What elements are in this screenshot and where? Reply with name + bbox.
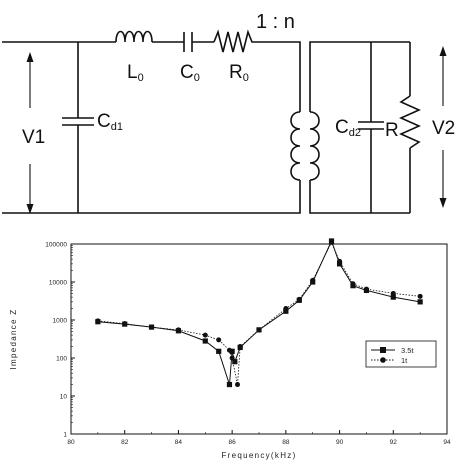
- data-point: [337, 258, 343, 264]
- wire-r0-right: [254, 41, 301, 112]
- x-tick-label: 90: [336, 439, 344, 446]
- y-tick-label: 1000: [53, 317, 68, 324]
- impedance-chart: 1 10 100 1000 10000 100000 80 82 84 86 88 90 92 94 I…: [9, 238, 451, 460]
- data-point: [95, 318, 101, 324]
- x-tick-label: 92: [390, 439, 398, 446]
- data-point: [417, 299, 423, 305]
- data-point: [363, 286, 369, 292]
- legend-label-3-5t: 3.5t: [401, 346, 414, 355]
- v1-label: V1: [22, 127, 45, 148]
- right-bottom-wire: [309, 180, 410, 214]
- v1-arrow-head-up: [26, 52, 34, 62]
- data-point: [216, 337, 222, 343]
- c0-label: C0: [180, 62, 200, 84]
- right-top-wire: [309, 41, 410, 112]
- r0-label: R0: [229, 62, 249, 84]
- r-resistor: [399, 95, 421, 149]
- legend-marker-3-5t: [380, 347, 386, 353]
- data-point: [283, 306, 289, 312]
- v2-arrow-head-up: [439, 46, 447, 56]
- cd2-label: Cd2: [335, 117, 361, 139]
- y-tick-label: 100: [56, 355, 67, 362]
- data-point: [229, 355, 235, 361]
- data-point: [296, 296, 302, 302]
- v1-arrow-head-down: [26, 204, 34, 214]
- bottom-left-wire: [2, 180, 301, 214]
- c0-capacitor: [183, 32, 193, 52]
- transformer-ratio-label: 1 : n: [256, 11, 295, 33]
- data-point: [336, 261, 343, 267]
- x-tick-label: 94: [443, 439, 451, 446]
- legend-box: [365, 340, 437, 368]
- l0-label: L0: [127, 62, 144, 84]
- cd1-label: Cd1: [97, 111, 123, 133]
- data-point: [202, 338, 208, 344]
- data-point: [216, 348, 222, 354]
- data-point: [237, 344, 243, 350]
- data-point: [122, 321, 128, 327]
- data-point: [235, 382, 241, 388]
- data-point: [390, 294, 396, 300]
- x-axis: 80 82 84 86 88 90 92 94: [67, 430, 451, 446]
- cd2-capacitor: [358, 121, 384, 130]
- l0-inductor: [115, 30, 153, 43]
- data-point: [329, 239, 335, 245]
- x-tick-label: 80: [67, 439, 75, 446]
- data-point: [226, 347, 232, 353]
- data-point: [232, 359, 238, 365]
- v2-arrow-head-down: [439, 198, 447, 208]
- y-tick-label: 100000: [45, 241, 67, 248]
- data-point: [229, 348, 235, 354]
- circuit-diagram: 1 : n V1 V2 Cd1 L0 C0 R0 Cd2 R: [2, 11, 455, 214]
- series-layer: [95, 238, 423, 388]
- series-1t: [95, 239, 423, 388]
- data-point: [390, 290, 396, 296]
- data-point: [256, 327, 262, 333]
- y-axis: 1 10 100 1000 10000 100000: [45, 241, 75, 438]
- legend: 3.5t 1t: [365, 340, 437, 368]
- x-tick-label: 82: [121, 439, 129, 446]
- x-axis-title: Frequency(kHz): [221, 451, 296, 460]
- data-point: [417, 293, 423, 299]
- x-tick-label: 84: [175, 439, 183, 446]
- x-tick-label: 86: [229, 439, 237, 446]
- r-label: R: [385, 120, 399, 141]
- transformer-primary: [290, 111, 301, 181]
- legend-label-1t: 1t: [401, 356, 408, 365]
- data-point: [310, 277, 316, 283]
- y-tick-label: 10: [60, 393, 68, 400]
- v2-label: V2: [432, 118, 455, 139]
- data-point: [226, 381, 233, 388]
- y-tick-label: 10000: [49, 279, 67, 286]
- plot-frame: [70, 243, 448, 435]
- data-point: [149, 324, 155, 330]
- data-point: [175, 327, 181, 333]
- legend-marker-1t: [380, 357, 386, 363]
- data-point: [283, 308, 289, 314]
- cd1-capacitor: [62, 117, 94, 126]
- x-tick-label: 88: [282, 439, 290, 446]
- r0-resistor: [213, 29, 254, 53]
- data-point: [202, 332, 208, 338]
- transformer-secondary: [309, 111, 320, 181]
- y-tick-label: 1: [63, 431, 67, 438]
- data-point: [350, 281, 356, 287]
- y-axis-title: Impedance Z: [9, 309, 18, 370]
